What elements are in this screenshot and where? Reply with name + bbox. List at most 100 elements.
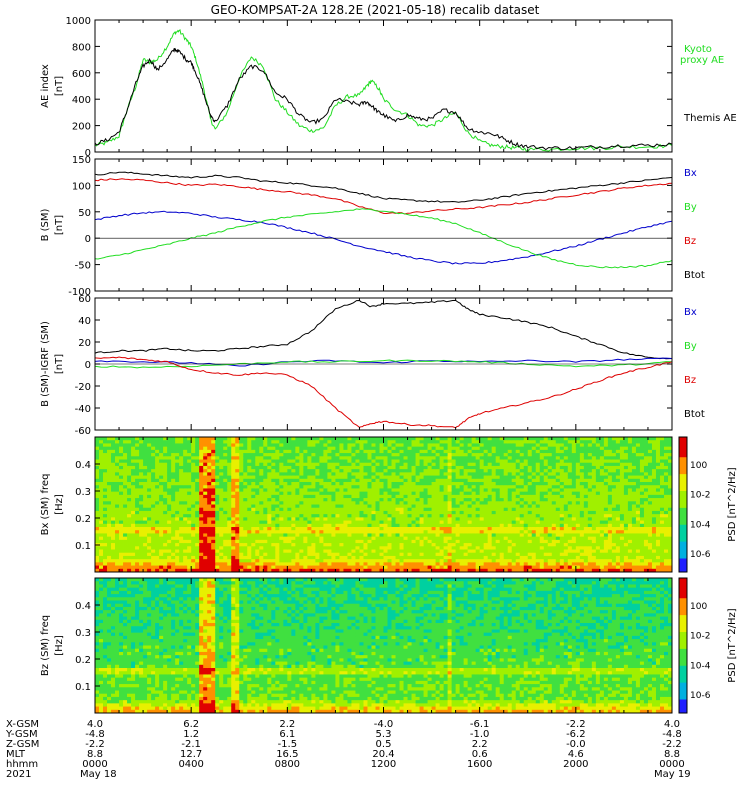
spectrogram-cell [211, 514, 216, 518]
spectrogram-cell [315, 475, 320, 480]
spectrogram-cell [315, 543, 320, 547]
spectrogram-cell [183, 478, 188, 483]
spectrogram-cell [499, 498, 505, 502]
spectrogram-cell [439, 530, 445, 534]
spectrogram-cell [511, 469, 517, 473]
spectrogram-cell [307, 539, 312, 544]
spectrogram-cell [471, 530, 477, 534]
spectrogram-cell [347, 539, 352, 544]
spectrogram-cell [123, 437, 128, 441]
spectrogram-cell [311, 446, 316, 451]
spectrogram-cell [139, 437, 144, 441]
spectrogram-cell [259, 491, 264, 496]
spectrogram-cell [399, 527, 404, 531]
spectrogram-cell [231, 443, 236, 448]
spectrogram-cell [267, 453, 272, 457]
spectrogram-cell [407, 456, 412, 460]
spectrogram-cell [307, 465, 312, 470]
spectrogram-cell [359, 504, 364, 509]
spectrogram-cell [255, 514, 260, 518]
spectrogram-cell [271, 440, 276, 444]
spectrogram-cell [139, 517, 144, 521]
spectrogram-cell [287, 485, 292, 489]
spectrogram-cell [339, 527, 344, 531]
spectrogram-cell [275, 440, 280, 444]
spectrogram-cell [159, 562, 164, 566]
spectrogram-cell [327, 527, 332, 531]
spectrogram-cell [307, 453, 312, 457]
y-tick-label: 60 [78, 294, 91, 305]
spectrogram-cell [431, 482, 436, 486]
spectrogram-cell [203, 546, 208, 550]
spectrogram-cell [151, 543, 156, 547]
spectrogram-cell [519, 443, 525, 448]
spectrogram-cell [131, 485, 136, 489]
spectrogram-cell [455, 478, 461, 483]
spectrogram-cell [315, 485, 320, 489]
spectrogram-cell [275, 555, 280, 560]
spectrogram-cell [395, 443, 400, 448]
spectrogram-cell [439, 491, 445, 496]
spectrogram-cell [115, 507, 120, 512]
spectrogram-cell [539, 440, 545, 444]
spectrogram-cell [523, 568, 529, 573]
legend-kyoto: Kyoto [684, 44, 712, 55]
spectrogram-cell [159, 507, 164, 512]
spectrogram-cell [387, 510, 392, 515]
spectrogram-cell [195, 543, 200, 547]
spectrogram-cell [427, 494, 432, 499]
spectrogram-cell [227, 462, 232, 467]
spectrogram-cell [103, 549, 108, 554]
spectrogram-cell [271, 482, 276, 486]
series-btot [94, 299, 673, 360]
spectrogram-cell [491, 494, 497, 499]
spectrogram-cell [115, 440, 120, 444]
spectrogram-cell [259, 520, 264, 525]
spectrogram-cell [319, 485, 324, 489]
spectrogram-cell [243, 501, 248, 505]
spectrogram-cell [123, 459, 128, 464]
spectrogram-cell [199, 485, 204, 489]
spectrogram-cell [415, 472, 420, 476]
spectrogram-cell [443, 475, 449, 480]
spectrogram-cell [123, 533, 128, 538]
spectrogram-cell [259, 517, 264, 521]
spectrogram-cell [499, 469, 505, 473]
spectrogram-cell [163, 533, 168, 538]
spectrogram-cell [515, 485, 521, 489]
spectrogram-cell [467, 475, 473, 480]
spectrogram-cell [423, 459, 428, 464]
spectrogram-cell [387, 465, 392, 470]
spectrogram-cell [163, 552, 168, 557]
spectrogram-cell [255, 510, 260, 515]
spectrogram-cell [119, 478, 124, 483]
spectrogram-cell [171, 539, 176, 544]
spectrogram-cell [247, 517, 252, 521]
spectrogram-cell [135, 459, 140, 464]
y-axis-label: B (SM) [40, 208, 51, 241]
spectrogram-cell [151, 507, 156, 512]
spectrogram-cell [443, 459, 449, 464]
spectrogram-cell [343, 465, 348, 470]
spectrogram-cell [447, 530, 453, 534]
spectrogram-cell [215, 562, 220, 566]
spectrogram-cell [351, 530, 356, 534]
spectrogram-cell [355, 510, 360, 515]
spectrogram-cell [527, 494, 533, 499]
spectrogram-cell [239, 462, 244, 467]
spectrogram-cell [179, 523, 184, 528]
spectrogram-cell [335, 552, 340, 557]
spectrogram-cell [371, 494, 376, 499]
spectrogram-cell [303, 562, 308, 566]
spectrogram-cell [175, 462, 180, 467]
spectrogram-cell [239, 469, 244, 473]
spectrogram-cell [487, 568, 493, 573]
spectrogram-cell [383, 449, 388, 454]
spectrogram-cell [527, 475, 533, 480]
spectrogram-cell [107, 440, 112, 444]
spectrogram-cell [199, 498, 204, 502]
spectrogram-cell [199, 465, 204, 470]
spectrogram-cell [267, 469, 272, 473]
spectrogram-cell [343, 530, 348, 534]
spectrogram-cell [275, 533, 280, 538]
